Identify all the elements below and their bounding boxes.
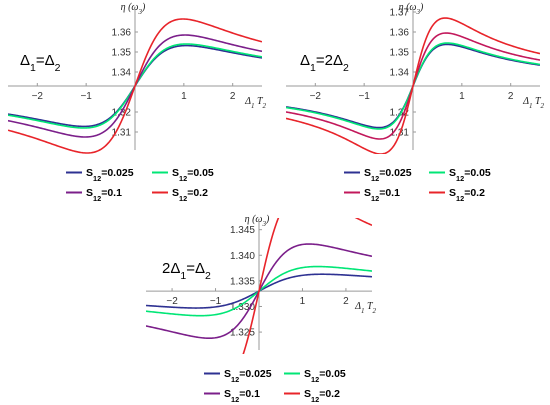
y-tick-label: 1.35 [390,48,410,59]
y-tick-label: 1.31 [112,128,132,139]
x-tick-label: 2 [343,296,349,307]
legend-label: S12=0.1 [224,388,260,404]
x-tick-label: −1 [358,91,370,102]
x-axis-label: Δ1 T2 [522,96,544,110]
y-tick-label: 1.335 [230,276,255,287]
legend-label: S12=0.025 [86,167,134,183]
legend-label: S12=0.2 [304,388,340,404]
y-tick-label: 1.34 [390,68,410,79]
x-tick-label: −2 [310,91,322,102]
legend-label: S12=0.2 [449,187,485,203]
panel-title: Δ1=Δ2 [20,52,61,74]
legend: S12=0.025 S12=0.05 S12=0.1 S12=0.2 [204,368,346,404]
y-tick-label: 1.340 [230,251,255,262]
y-tick-label: 1.35 [112,48,132,59]
series-line-s12-0-2 [242,218,372,354]
legend: S12=0.025 S12=0.05 S12=0.1 S12=0.2 [344,167,491,203]
y-tick-label: 1.325 [230,328,255,339]
x-axis-label: Δ1 T2 [244,96,266,110]
x-tick-label: −1 [80,91,92,102]
y-tick-label: 1.36 [112,28,132,39]
panel-title: Δ1=2Δ2 [300,52,349,74]
legend: S12=0.025 S12=0.05 S12=0.1 S12=0.2 [66,167,214,203]
x-tick-label: 1 [300,296,306,307]
panel-title: 2Δ1=Δ2 [162,260,211,282]
legend-label: S12=0.05 [304,368,346,384]
legend-label: S12=0.025 [364,167,412,183]
x-tick-label: −1 [210,296,222,307]
y-tick-label: 1.34 [112,68,132,79]
legend-label: S12=0.025 [224,368,272,384]
legend-label: S12=0.05 [172,167,214,183]
legend-label: S12=0.2 [172,187,208,203]
y-tick-label: 1.330 [230,302,255,313]
x-tick-label: −2 [32,91,44,102]
legend-label: S12=0.05 [449,167,491,183]
series-line-s12-0-2 [8,18,262,154]
x-tick-label: 1 [459,91,465,102]
legend-label: S12=0.1 [86,187,122,203]
chart-panel-1: −2 −1 1 21.311.321.341.351.36η (ω3)Δ1 T2Δ1=… [8,2,267,203]
x-tick-label: −2 [166,296,178,307]
y-tick-label: 1.37 [390,8,410,19]
y-axis-label: η (ω3) [399,2,424,16]
x-axis-label: Δ1 T2 [354,301,376,315]
x-tick-label: 1 [181,91,187,102]
chart-panel-2: −2 −1 1 21.311.321.341.351.361.37η (ω3)Δ1 T… [286,2,545,203]
x-tick-label: 2 [230,91,236,102]
y-tick-label: 1.345 [230,225,255,236]
y-axis-label: η (ω3) [245,214,270,228]
y-axis-label: η (ω3) [121,2,146,16]
series-line-s12-0-2 [286,17,540,154]
x-tick-label: 2 [508,91,514,102]
y-tick-label: 1.36 [390,28,410,39]
legend-label: S12=0.1 [364,187,400,203]
